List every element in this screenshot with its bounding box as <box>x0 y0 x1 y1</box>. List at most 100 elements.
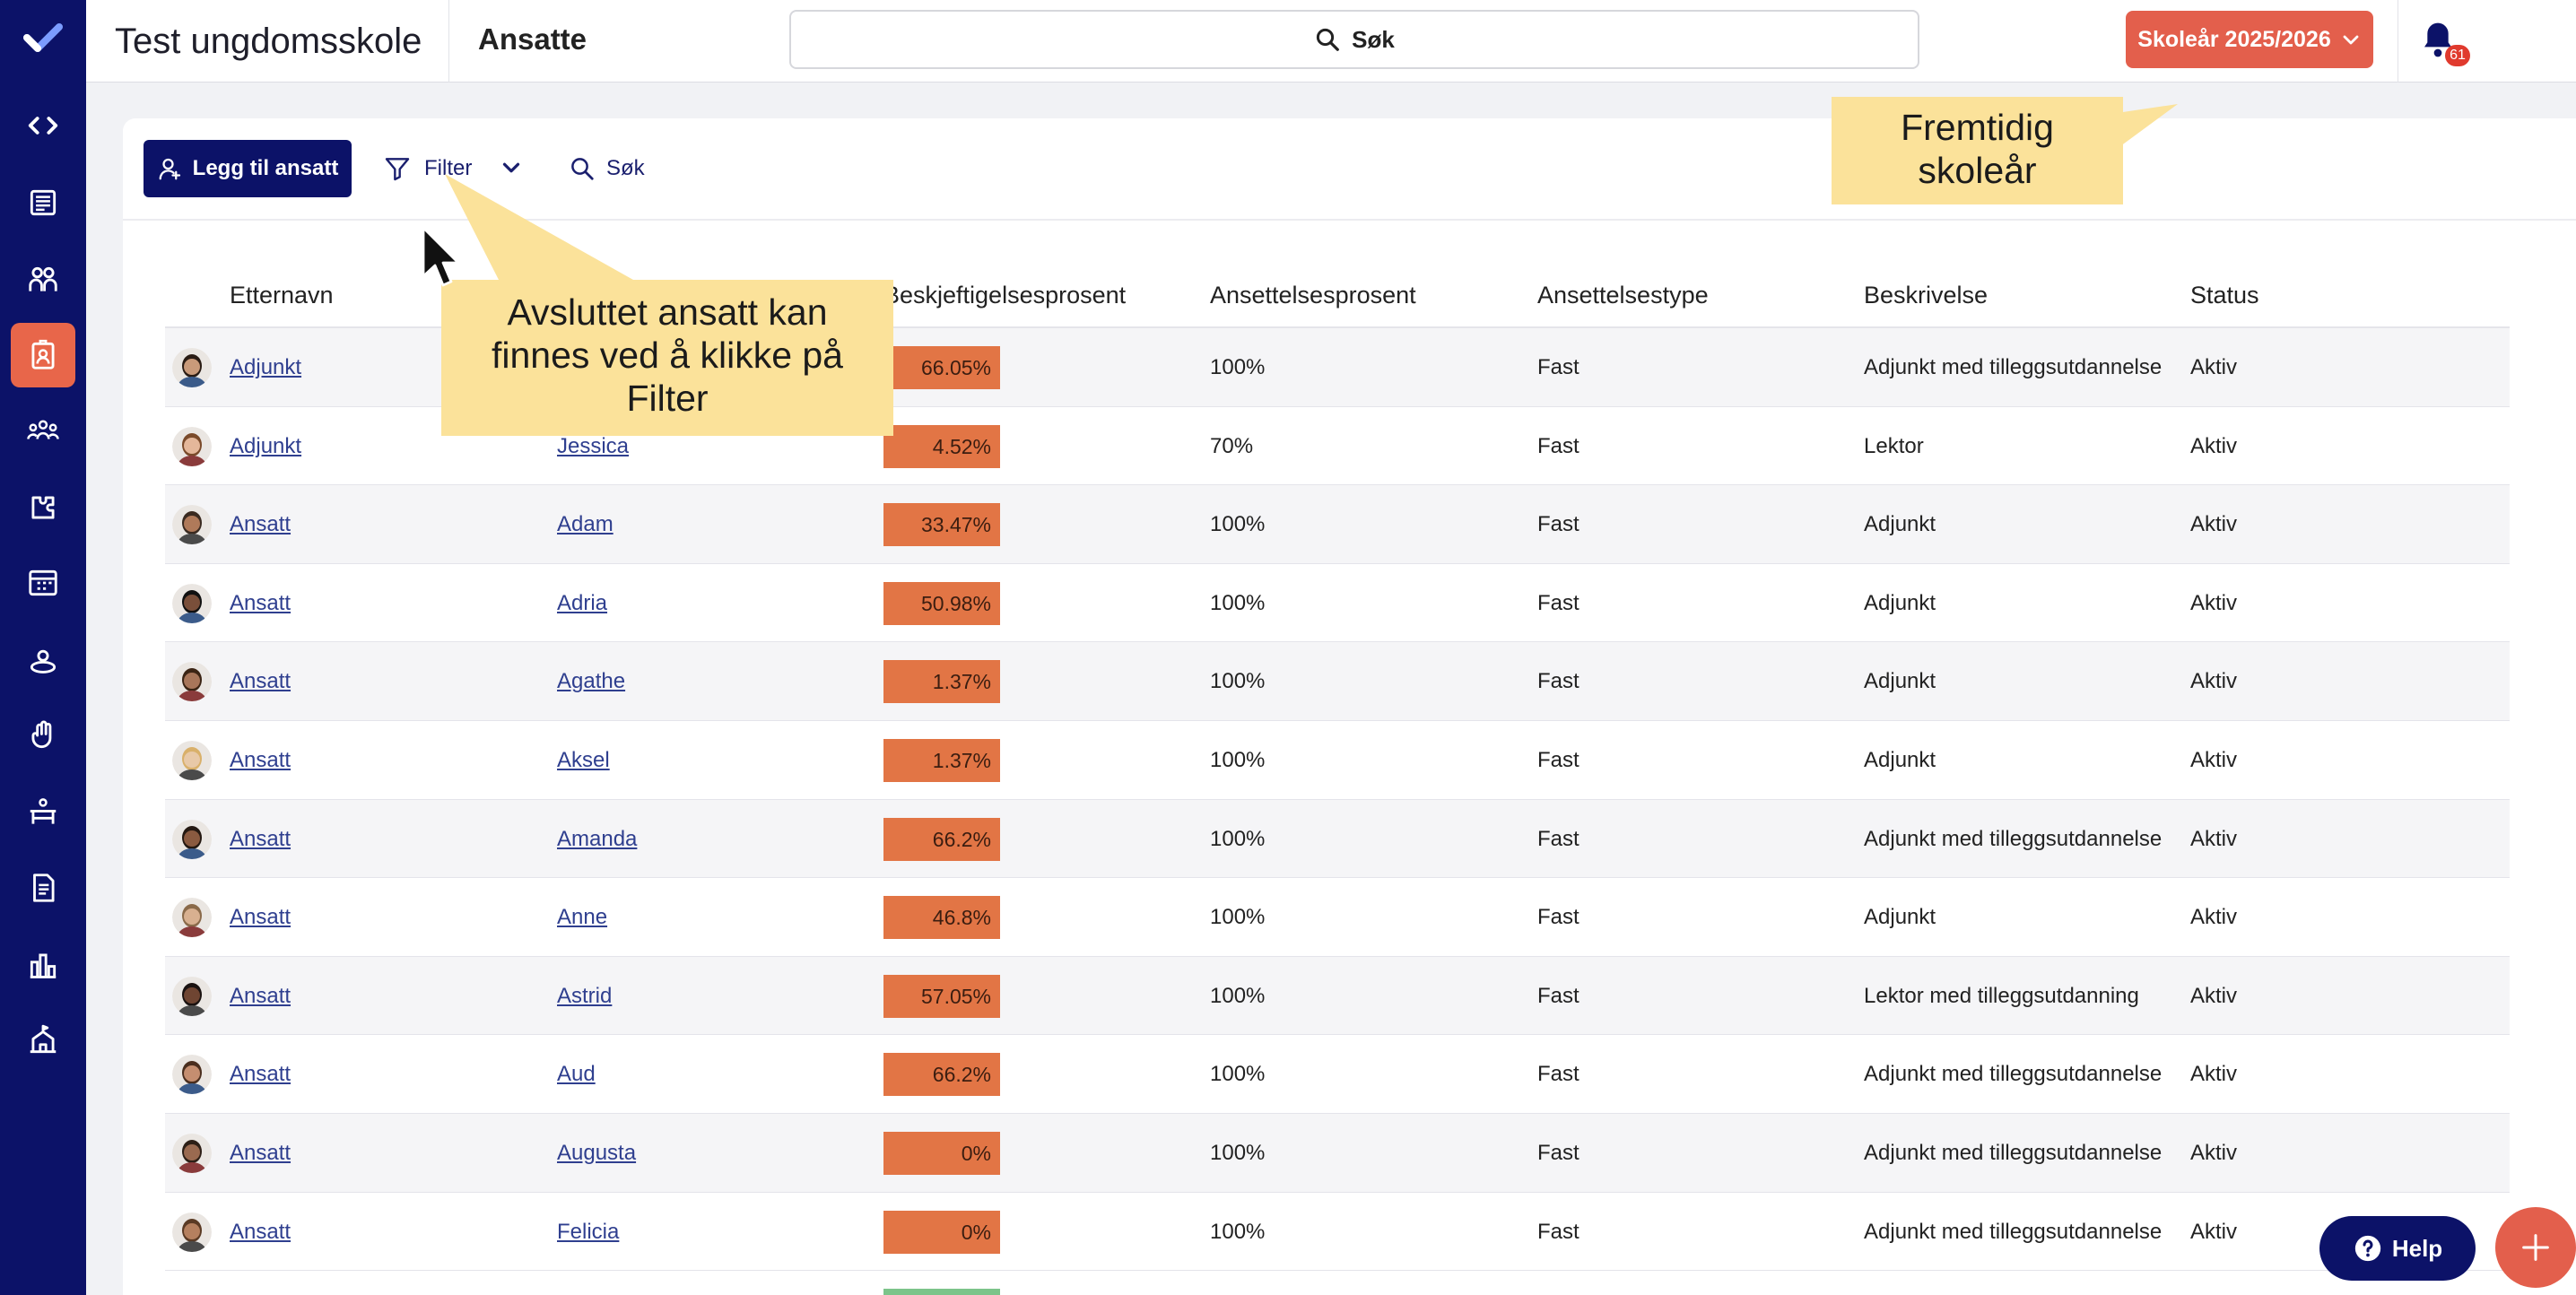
lastname-link[interactable]: Ansatt <box>230 747 292 772</box>
table-row[interactable]: Ansatt Augusta 0% 100% Fast Adjunkt med tille… <box>165 1113 2510 1193</box>
sidebar-toggle-button[interactable] <box>11 93 75 158</box>
firstname-link[interactable]: Aud <box>557 1062 596 1087</box>
firstname-link[interactable]: Anne <box>557 905 608 930</box>
desk-icon <box>30 798 57 824</box>
sidebar-item-groups[interactable] <box>11 248 75 312</box>
employment-type: Fast <box>1537 826 1580 851</box>
sidebar-item-employees[interactable] <box>11 323 75 387</box>
status: Aktiv <box>2190 590 2238 615</box>
quick-add-button[interactable] <box>2495 1207 2576 1288</box>
position-percent: 100% <box>1210 826 1266 851</box>
global-search-input[interactable]: Søk <box>789 10 1919 69</box>
notifications-button[interactable]: 61 <box>2418 16 2472 70</box>
employment-type: Fast <box>1537 433 1580 458</box>
sidebar-item-attendance[interactable] <box>11 703 75 768</box>
employment-percent-bar: 50.98% <box>883 581 1000 625</box>
add-employee-button[interactable]: Legg til ansatt <box>144 140 352 197</box>
sidebar-item-documents[interactable] <box>11 856 75 920</box>
employee-badge-icon <box>31 339 55 369</box>
notification-badge: 61 <box>2445 45 2470 66</box>
employee-avatar <box>172 740 212 780</box>
document-icon <box>33 873 55 902</box>
column-header-description[interactable]: Beskrivelse <box>1864 282 1989 309</box>
school-building-icon <box>30 1024 57 1054</box>
employment-percent-bar: 0% <box>883 1131 1000 1175</box>
sidebar-item-schedule[interactable] <box>11 551 75 615</box>
employment-percent-bar: 66.05% <box>883 346 1000 389</box>
table-row[interactable]: Ansatt Amanda 66.2% 100% Fast Adjunkt med til… <box>165 799 2510 879</box>
firstname-link[interactable]: Felicia <box>557 1219 620 1244</box>
column-header-employment-percent[interactable]: Beskjeftigelsesprosent <box>883 282 1127 309</box>
table-row[interactable]: Ansatt Aud 66.2% 100% Fast Adjunkt med tilleg… <box>165 1035 2510 1114</box>
global-search-label: Søk <box>1352 25 1395 53</box>
firstname-link[interactable]: Astrid <box>557 983 613 1008</box>
filter-icon <box>385 158 410 181</box>
table-row[interactable]: Ansatt Astrid 57.05% 100% Fast Lektor med til… <box>165 956 2510 1036</box>
filter-chevron-down-icon[interactable] <box>498 154 525 181</box>
employment-percent-bar: 66.2% <box>883 817 1000 861</box>
sidebar-item-activities[interactable] <box>11 475 75 540</box>
sidebar-item-reports[interactable] <box>11 933 75 997</box>
filter-hint-tooltip: Avsluttet ansatt kan finnes ved å klikke… <box>441 280 893 436</box>
firstname-link[interactable]: Jessica <box>557 433 630 458</box>
firstname-link[interactable]: Amanda <box>557 826 638 851</box>
table-row[interactable]: Ansatt Adam 33.47% 100% Fast Adjunkt Aktiv <box>165 485 2510 564</box>
column-header-position-percent[interactable]: Ansettelsesprosent <box>1210 282 1416 309</box>
sidebar-item-classroom[interactable] <box>11 780 75 845</box>
employees-card: Legg til ansatt Filter Søk Etternavn For… <box>123 118 2576 1295</box>
firstname-link[interactable]: Augusta <box>557 1140 637 1165</box>
position-percent: 100% <box>1210 905 1266 930</box>
table-row[interactable]: Ansatt Felicia 0% 100% Fast Adjunkt med tille… <box>165 1193 2510 1272</box>
table-row[interactable]: Ansatt Agathe 1.37% 100% Fast Adjunkt Aktiv <box>165 642 2510 721</box>
lastname-link[interactable]: Ansatt <box>230 1140 292 1165</box>
firstname-link[interactable]: Adria <box>557 590 608 615</box>
employee-avatar <box>172 1055 212 1095</box>
table-body: Adjunkt 66.05% 100% Fast Adjunkt med tillegg… <box>165 328 2510 1272</box>
lastname-link[interactable]: Ansatt <box>230 512 292 537</box>
sidebar-item-news[interactable] <box>11 170 75 235</box>
lastname-link[interactable]: Ansatt <box>230 590 292 615</box>
employment-type: Fast <box>1537 512 1580 537</box>
firstname-link[interactable]: Agathe <box>557 669 626 694</box>
employment-type: Fast <box>1537 1062 1580 1087</box>
lastname-link[interactable]: Ansatt <box>230 1219 292 1244</box>
sidebar-item-students[interactable] <box>11 398 75 463</box>
description: Adjunkt <box>1864 512 1936 537</box>
firstname-link[interactable]: Aksel <box>557 747 610 772</box>
firstname-link[interactable]: Adam <box>557 512 614 537</box>
employee-avatar <box>172 662 212 702</box>
column-header-status[interactable]: Status <box>2190 282 2259 309</box>
lastname-link[interactable]: Adjunkt <box>230 355 302 379</box>
sidebar-item-profile[interactable] <box>11 628 75 692</box>
table-row[interactable]: Ansatt Anne 46.8% 100% Fast Adjunkt Aktiv <box>165 878 2510 957</box>
calendar-board-icon <box>29 569 57 596</box>
lastname-link[interactable]: Ansatt <box>230 669 292 694</box>
position-percent: 100% <box>1210 983 1266 1008</box>
employee-avatar <box>172 819 212 859</box>
employee-avatar <box>172 976 212 1016</box>
table-row[interactable]: Adjunkt Jessica 4.52% 70% Fast Lektor Aktiv <box>165 407 2510 486</box>
lastname-link[interactable]: Adjunkt <box>230 433 302 458</box>
sidebar-item-school[interactable] <box>11 1008 75 1073</box>
employee-avatar <box>172 1212 212 1252</box>
app-logo[interactable] <box>23 22 63 57</box>
position-percent: 100% <box>1210 1140 1266 1165</box>
table-row[interactable]: Ansatt Adria 50.98% 100% Fast Adjunkt Aktiv <box>165 564 2510 643</box>
column-header-lastname[interactable]: Etternavn <box>230 282 334 309</box>
page-title: Ansatte <box>478 22 587 56</box>
employment-type: Fast <box>1537 1140 1580 1165</box>
lastname-link[interactable]: Ansatt <box>230 1062 292 1087</box>
position-percent: 100% <box>1210 590 1266 615</box>
school-year-dropdown[interactable]: Skoleår 2025/2026 <box>2126 11 2373 68</box>
help-button[interactable]: Help <box>2319 1216 2476 1281</box>
lastname-link[interactable]: Ansatt <box>230 983 292 1008</box>
bell-icon <box>2424 22 2451 57</box>
table-search-button[interactable]: Søk <box>569 145 645 192</box>
sidebar <box>0 0 86 1295</box>
lastname-link[interactable]: Ansatt <box>230 826 292 851</box>
table-header: Etternavn Fornavn Beskjeftigelsesprosent… <box>165 262 2510 328</box>
help-circle-icon <box>2354 1235 2380 1262</box>
column-header-employment-type[interactable]: Ansettelsestype <box>1537 282 1709 309</box>
table-row[interactable]: Ansatt Aksel 1.37% 100% Fast Adjunkt Aktiv <box>165 721 2510 800</box>
lastname-link[interactable]: Ansatt <box>230 905 292 930</box>
